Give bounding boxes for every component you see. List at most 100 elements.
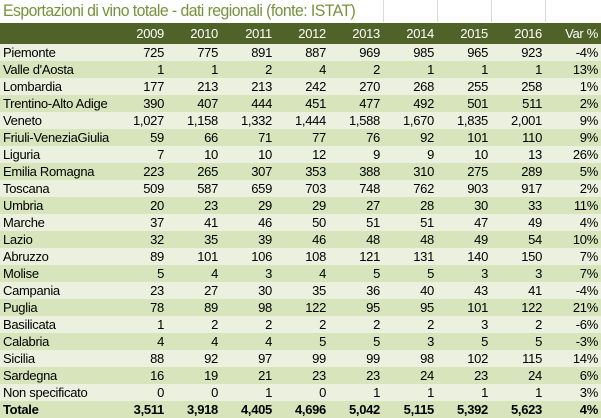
value-cell[interactable]: 3,918	[167, 401, 221, 418]
value-cell[interactable]: 5	[491, 333, 545, 350]
value-cell[interactable]: 5,115	[383, 401, 437, 418]
value-cell[interactable]: 444	[221, 95, 275, 112]
value-cell[interactable]: 775	[167, 44, 221, 61]
value-cell[interactable]: 95	[329, 299, 383, 316]
value-cell[interactable]: 0	[167, 384, 221, 401]
value-cell[interactable]: 223	[113, 163, 167, 180]
value-cell[interactable]: 4	[167, 333, 221, 350]
value-cell[interactable]: 4,696	[275, 401, 329, 418]
value-cell[interactable]: 32	[113, 231, 167, 248]
value-cell[interactable]: 47	[437, 214, 491, 231]
value-cell[interactable]: 37	[113, 214, 167, 231]
value-cell[interactable]: 131	[383, 248, 437, 265]
value-cell[interactable]: 10%	[545, 231, 601, 248]
value-cell[interactable]: 5	[437, 333, 491, 350]
value-cell[interactable]: 2	[167, 316, 221, 333]
value-cell[interactable]: 5,042	[329, 401, 383, 418]
value-cell[interactable]: 390	[113, 95, 167, 112]
value-cell[interactable]: 9	[329, 146, 383, 163]
value-cell[interactable]: 725	[113, 44, 167, 61]
value-cell[interactable]: 258	[491, 78, 545, 95]
value-cell[interactable]: 41	[491, 282, 545, 299]
value-cell[interactable]: 23	[275, 367, 329, 384]
value-cell[interactable]: 3,511	[113, 401, 167, 418]
value-cell[interactable]: 7%	[545, 248, 601, 265]
value-cell[interactable]: 511	[491, 95, 545, 112]
value-cell[interactable]: -4%	[545, 282, 601, 299]
value-cell[interactable]: 5	[329, 265, 383, 282]
value-cell[interactable]: 213	[221, 78, 275, 95]
value-cell[interactable]: 122	[491, 299, 545, 316]
value-cell[interactable]: 1	[437, 384, 491, 401]
value-cell[interactable]: 587	[167, 180, 221, 197]
region-cell[interactable]: Lombardia	[0, 78, 113, 95]
value-cell[interactable]: 21%	[545, 299, 601, 316]
value-cell[interactable]: 40	[383, 282, 437, 299]
value-cell[interactable]: 1	[437, 61, 491, 78]
value-cell[interactable]: 4	[167, 265, 221, 282]
column-header[interactable]: 2013	[329, 23, 383, 44]
value-cell[interactable]: 2	[383, 316, 437, 333]
value-cell[interactable]: 903	[437, 180, 491, 197]
value-cell[interactable]: 13	[491, 146, 545, 163]
value-cell[interactable]: 35	[167, 231, 221, 248]
value-cell[interactable]: 26%	[545, 146, 601, 163]
region-cell[interactable]: Emilia Romagna	[0, 163, 113, 180]
region-cell[interactable]: Veneto	[0, 112, 113, 129]
value-cell[interactable]: 1	[383, 61, 437, 78]
region-cell[interactable]: Trentino-Alto Adige	[0, 95, 113, 112]
column-header[interactable]	[0, 23, 113, 44]
value-cell[interactable]: 110	[491, 129, 545, 146]
value-cell[interactable]: 23	[113, 282, 167, 299]
value-cell[interactable]: 115	[491, 350, 545, 367]
value-cell[interactable]: 51	[383, 214, 437, 231]
value-cell[interactable]: 43	[437, 282, 491, 299]
region-cell[interactable]: Toscana	[0, 180, 113, 197]
value-cell[interactable]: 917	[491, 180, 545, 197]
value-cell[interactable]: 59	[113, 129, 167, 146]
value-cell[interactable]: 97	[221, 350, 275, 367]
value-cell[interactable]: 1,670	[383, 112, 437, 129]
value-cell[interactable]: 509	[113, 180, 167, 197]
value-cell[interactable]: 268	[383, 78, 437, 95]
value-cell[interactable]: 2	[329, 61, 383, 78]
value-cell[interactable]: 501	[437, 95, 491, 112]
value-cell[interactable]: 492	[383, 95, 437, 112]
region-cell[interactable]: Piemonte	[0, 44, 113, 61]
value-cell[interactable]: 20	[113, 197, 167, 214]
value-cell[interactable]: 99	[275, 350, 329, 367]
value-cell[interactable]: 49	[491, 214, 545, 231]
value-cell[interactable]: 242	[275, 78, 329, 95]
value-cell[interactable]: 13%	[545, 61, 601, 78]
value-cell[interactable]: 27	[167, 282, 221, 299]
region-cell[interactable]: Liguria	[0, 146, 113, 163]
value-cell[interactable]: 1,158	[167, 112, 221, 129]
value-cell[interactable]: 2	[329, 316, 383, 333]
value-cell[interactable]: -3%	[545, 333, 601, 350]
value-cell[interactable]: 5,623	[491, 401, 545, 418]
value-cell[interactable]: 289	[491, 163, 545, 180]
value-cell[interactable]: 77	[275, 129, 329, 146]
value-cell[interactable]: 2%	[545, 180, 601, 197]
region-cell[interactable]: Valle d'Aosta	[0, 61, 113, 78]
value-cell[interactable]: 30	[221, 282, 275, 299]
value-cell[interactable]: 659	[221, 180, 275, 197]
region-cell[interactable]: Molise	[0, 265, 113, 282]
value-cell[interactable]: 353	[275, 163, 329, 180]
region-cell[interactable]: Calabria	[0, 333, 113, 350]
value-cell[interactable]: 969	[329, 44, 383, 61]
value-cell[interactable]: 41	[167, 214, 221, 231]
value-cell[interactable]: 3	[221, 265, 275, 282]
value-cell[interactable]: 16	[113, 367, 167, 384]
value-cell[interactable]: 2	[221, 316, 275, 333]
value-cell[interactable]: 27	[329, 197, 383, 214]
value-cell[interactable]: 255	[437, 78, 491, 95]
value-cell[interactable]: 54	[491, 231, 545, 248]
value-cell[interactable]: 88	[113, 350, 167, 367]
value-cell[interactable]: 703	[275, 180, 329, 197]
value-cell[interactable]: 748	[329, 180, 383, 197]
value-cell[interactable]: 5	[113, 265, 167, 282]
region-cell[interactable]: Basilicata	[0, 316, 113, 333]
value-cell[interactable]: 762	[383, 180, 437, 197]
value-cell[interactable]: 11%	[545, 197, 601, 214]
